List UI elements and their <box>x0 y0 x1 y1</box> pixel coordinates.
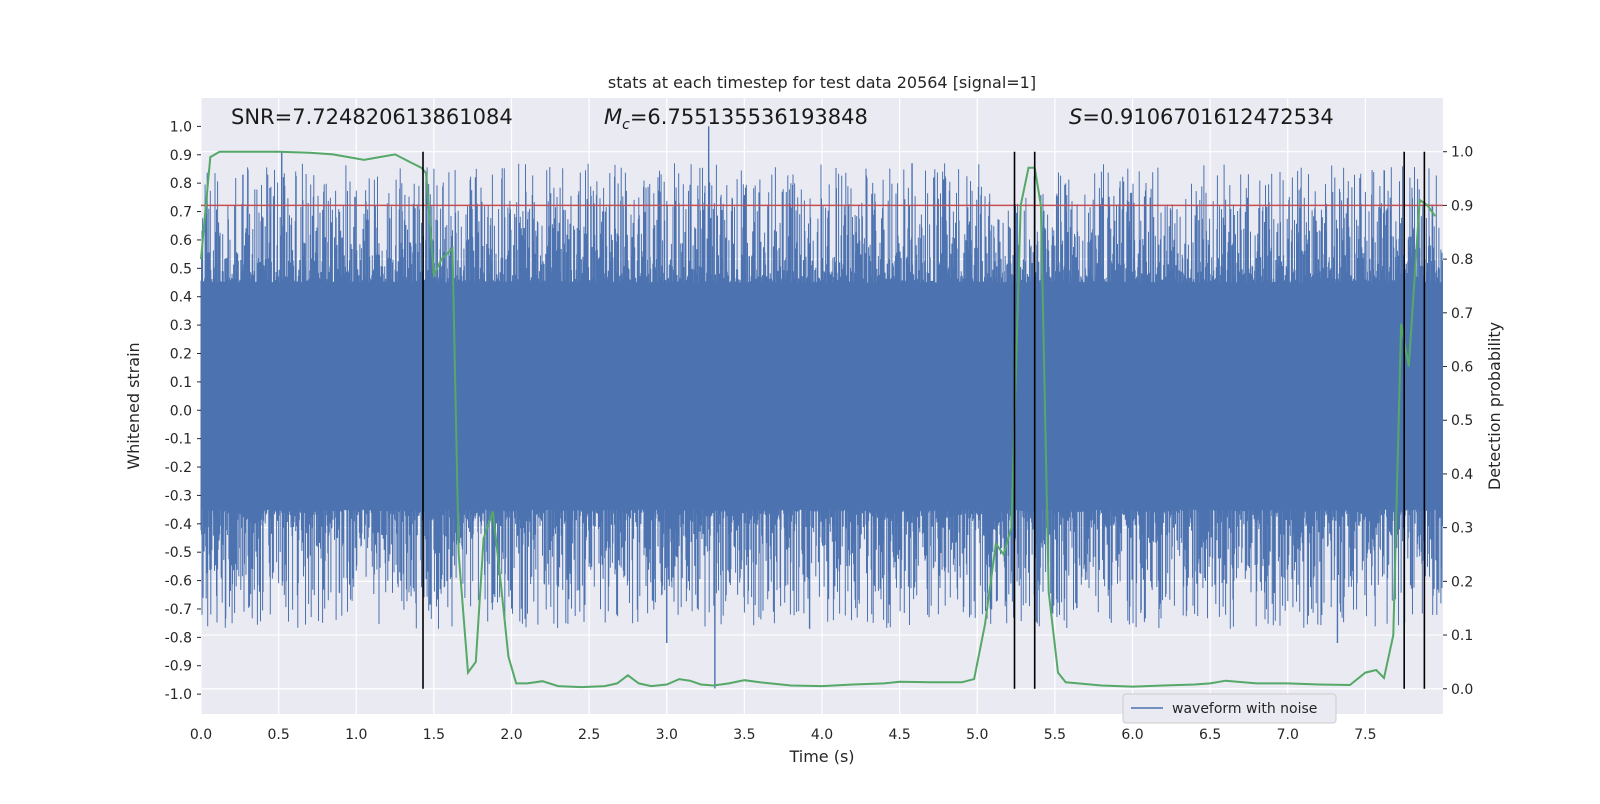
y-tick-label: -0.9 <box>165 659 192 675</box>
legend: waveform with noise <box>1122 693 1337 724</box>
y2-tick-label: 1.0 <box>1451 145 1473 161</box>
y2-tick-label: 0.8 <box>1451 252 1473 268</box>
y-tick-label: -0.5 <box>165 545 192 561</box>
y-axis-label: Whitened strain <box>124 342 143 469</box>
y-tick-label: 0.3 <box>170 318 192 334</box>
chirp-mass-subscript: c <box>622 117 630 133</box>
y2-tick-label: 0.6 <box>1451 360 1473 376</box>
y-tick-label: 0.8 <box>170 176 192 192</box>
y-tick-label: 1.0 <box>170 119 192 135</box>
y-tick-label: -1.0 <box>165 687 192 703</box>
x-tick-label: 4.5 <box>888 727 910 743</box>
legend-entry-waveform: waveform with noise <box>1172 701 1317 717</box>
y2-ticks: 0.0 0.1 0.2 0.3 0.4 0.5 0.6 0.7 0.8 0.9 1.0 <box>1443 145 1473 698</box>
y2-tick-label: 0.1 <box>1451 628 1473 644</box>
s-value: =0.9106701612472534 <box>1082 105 1333 129</box>
x-tick-label: 5.5 <box>1044 727 1066 743</box>
y-tick-label: -0.4 <box>165 517 192 533</box>
x-tick-label: 0.0 <box>190 727 212 743</box>
y-tick-label: 0.2 <box>170 346 192 362</box>
waveform-trace <box>200 163 1443 629</box>
y-tick-label: -0.6 <box>165 574 192 590</box>
y-tick-label: -0.1 <box>165 432 192 448</box>
vertical-lines-layer <box>422 151 1426 689</box>
x-ticks: 0.0 0.5 1.0 1.5 2.0 2.5 3.0 3.5 4.0 4.5 5.0 5.5 6.0 6… <box>190 727 1377 743</box>
x-tick-label: 2.5 <box>578 727 600 743</box>
y2-tick-label: 0.9 <box>1451 198 1473 214</box>
legend-box <box>1122 693 1337 724</box>
y2-tick-label: 0.2 <box>1451 574 1473 590</box>
y-tick-label: -0.3 <box>165 488 192 504</box>
y-tick-label: 0.6 <box>170 233 192 249</box>
x-tick-label: 1.5 <box>423 727 445 743</box>
y-tick-label: 0.7 <box>170 205 192 221</box>
chart-title: stats at each timestep for test data 205… <box>608 73 1036 92</box>
s-annotation: S=0.9106701612472534 <box>1069 105 1334 129</box>
x-tick-label: 5.0 <box>966 727 988 743</box>
y2-tick-label: 0.4 <box>1451 467 1473 483</box>
y-tick-label: -0.8 <box>165 630 192 646</box>
x-axis-label: Time (s) <box>788 747 854 766</box>
y-tick-label: 0.5 <box>170 261 192 277</box>
x-tick-label: 1.0 <box>345 727 367 743</box>
s-symbol: S <box>1069 105 1082 129</box>
y-tick-label: 0.4 <box>170 290 192 306</box>
y-ticks: -1.0 -0.9 -0.8 -0.7 -0.6 -0.5 -0.4 -0.3 -0.2 -0.1… <box>165 119 201 703</box>
x-tick-label: 6.5 <box>1199 727 1221 743</box>
snr-annotation: SNR=7.724820613861084 <box>231 105 513 129</box>
y2-tick-label: 0.7 <box>1451 306 1473 322</box>
chirp-mass-value: =6.755135536193848 <box>630 105 868 129</box>
x-tick-label: 0.5 <box>267 727 289 743</box>
y2-tick-label: 0.0 <box>1451 682 1473 698</box>
y-tick-label: 0.9 <box>170 148 192 164</box>
chirp-mass-symbol: M <box>604 105 622 129</box>
x-tick-label: 3.5 <box>733 727 755 743</box>
y-tick-label: -0.7 <box>165 602 192 618</box>
waveform-layer <box>200 126 1443 689</box>
x-tick-label: 3.0 <box>656 727 678 743</box>
y-tick-label: 0.1 <box>170 375 192 391</box>
y-tick-label: 0.0 <box>170 403 192 419</box>
x-tick-label: 7.5 <box>1354 727 1376 743</box>
x-tick-label: 4.0 <box>811 727 833 743</box>
x-tick-label: 6.0 <box>1121 727 1143 743</box>
chirp-mass-annotation: Mc=6.755135536193848 <box>604 105 868 133</box>
y-tick-label: -0.2 <box>165 460 192 476</box>
y2-axis-label: Detection probability <box>1485 322 1504 490</box>
x-tick-label: 7.0 <box>1277 727 1299 743</box>
x-tick-label: 2.0 <box>500 727 522 743</box>
y2-tick-label: 0.3 <box>1451 521 1473 537</box>
y2-tick-label: 0.5 <box>1451 413 1473 429</box>
